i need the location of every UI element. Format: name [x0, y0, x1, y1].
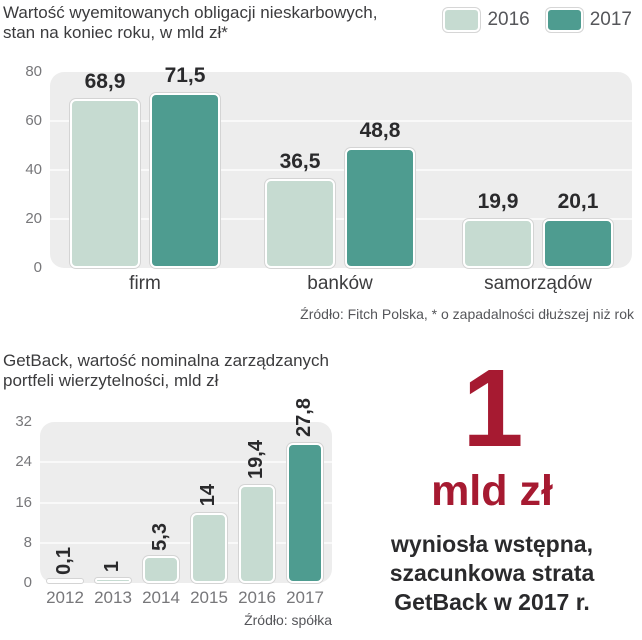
top-chart-title-line2: stan na koniec roku, w mld zł*: [3, 23, 228, 42]
y-tick-80: 80: [25, 63, 42, 80]
loss-callout-unit: mld zł: [431, 467, 553, 516]
top-chart-plot: 68,9 36,5 19,9 71,5 48,8 20,1: [50, 64, 632, 268]
year-label-2014: 2014: [142, 588, 180, 607]
bar-firm-2017: [150, 92, 220, 268]
y-tick-16: 16: [15, 493, 32, 511]
bar-value-2015: 14: [197, 484, 219, 507]
bar-value-firm-2016: 68,9: [84, 70, 126, 94]
bar-2014: [143, 556, 179, 583]
bottom-chart-title-line2: portfeli wierzytelności, mld zł: [3, 371, 219, 390]
y-tick-0: 0: [33, 259, 42, 276]
gridline-60: [50, 120, 632, 122]
bottom-chart-title: GetBack, wartość nominalna zarządzanych …: [3, 351, 329, 391]
legend: 2016 2017: [443, 8, 632, 32]
y-tick-60: 60: [25, 112, 42, 129]
legend-label-2017: 2017: [589, 9, 632, 30]
bar-samorządów-2016: [463, 219, 533, 268]
bar-2015: [191, 512, 227, 583]
bar-samorządów-2017: [543, 218, 613, 268]
bar-value-2014: 5,3: [149, 522, 171, 551]
bar-banków-2017: [345, 148, 415, 268]
y-tick-24: 24: [15, 453, 32, 471]
bottom-chart-source: Źródło: spółka: [244, 612, 332, 628]
bar-value-2013: 1: [101, 560, 123, 572]
gridline-16: [40, 501, 332, 504]
category-label-firm: firm: [129, 273, 161, 294]
bar-value-samorządów-2016: 19,9: [477, 190, 519, 214]
y-tick-40: 40: [25, 161, 42, 178]
loss-callout: 1 mld zł wyniosła wstępna, szacunkowa st…: [368, 347, 616, 617]
legend-swatch-2017: [545, 8, 583, 32]
y-tick-20: 20: [25, 210, 42, 227]
year-label-2015: 2015: [190, 588, 228, 607]
bar-banków-2016: [265, 178, 335, 268]
year-label-2013: 2013: [94, 588, 132, 607]
year-label-2016: 2016: [238, 588, 276, 607]
category-label-banków: banków: [307, 273, 373, 294]
y-tick-0: 0: [23, 574, 32, 591]
legend-item-2017: 2017: [545, 8, 632, 32]
top-chart-source: Źródło: Fitch Polska, * o zapadalności d…: [300, 306, 634, 322]
bar-value-firm-2017: 71,5: [164, 63, 206, 87]
category-label-samorządów: samorządów: [484, 273, 592, 294]
top-chart-title: Wartość wyemitowanych obligacji nieskarb…: [3, 3, 377, 43]
loss-callout-value: 1: [462, 347, 523, 470]
bar-value-banków-2016: 36,5: [279, 149, 321, 173]
loss-callout-text-line2: szacunkowa strata: [389, 560, 595, 587]
year-label-2017: 2017: [286, 588, 324, 607]
bar-value-banków-2017: 48,8: [359, 119, 401, 143]
bar-2016: [239, 485, 275, 583]
bottom-chart-plot: 0,1 1 5,3 14 19,4 27,8: [40, 398, 332, 583]
year-label-2012: 2012: [46, 588, 84, 607]
bar-value-2017: 27,8: [293, 398, 315, 438]
bar-value-2012: 0,1: [53, 547, 75, 575]
bar-2012: [47, 579, 83, 583]
bottom-chart-title-line1: GetBack, wartość nominalna zarządzanych: [3, 351, 329, 370]
y-tick-8: 8: [23, 533, 32, 551]
bar-2013: [95, 577, 131, 583]
loss-callout-text: wyniosła wstępna, szacunkowa strata GetB…: [368, 530, 616, 617]
top-chart-title-line1: Wartość wyemitowanych obligacji nieskarb…: [3, 3, 378, 22]
legend-swatch-2016: [443, 8, 481, 32]
loss-callout-text-line1: wyniosła wstępna,: [391, 531, 593, 558]
y-tick-32: 32: [15, 413, 32, 430]
bar-2017: [287, 443, 323, 583]
bar-value-2016: 19,4: [245, 440, 267, 480]
gridline-20: [50, 218, 632, 220]
legend-label-2016: 2016: [487, 9, 530, 30]
legend-item-2016: 2016: [443, 8, 530, 32]
gridline-40: [50, 169, 632, 171]
bar-firm-2016: [70, 99, 140, 268]
gridline-8: [40, 541, 332, 544]
bar-value-samorządów-2017: 20,1: [557, 189, 599, 213]
loss-callout-text-line3: GetBack w 2017 r.: [394, 589, 590, 616]
gridline-24: [40, 461, 332, 464]
